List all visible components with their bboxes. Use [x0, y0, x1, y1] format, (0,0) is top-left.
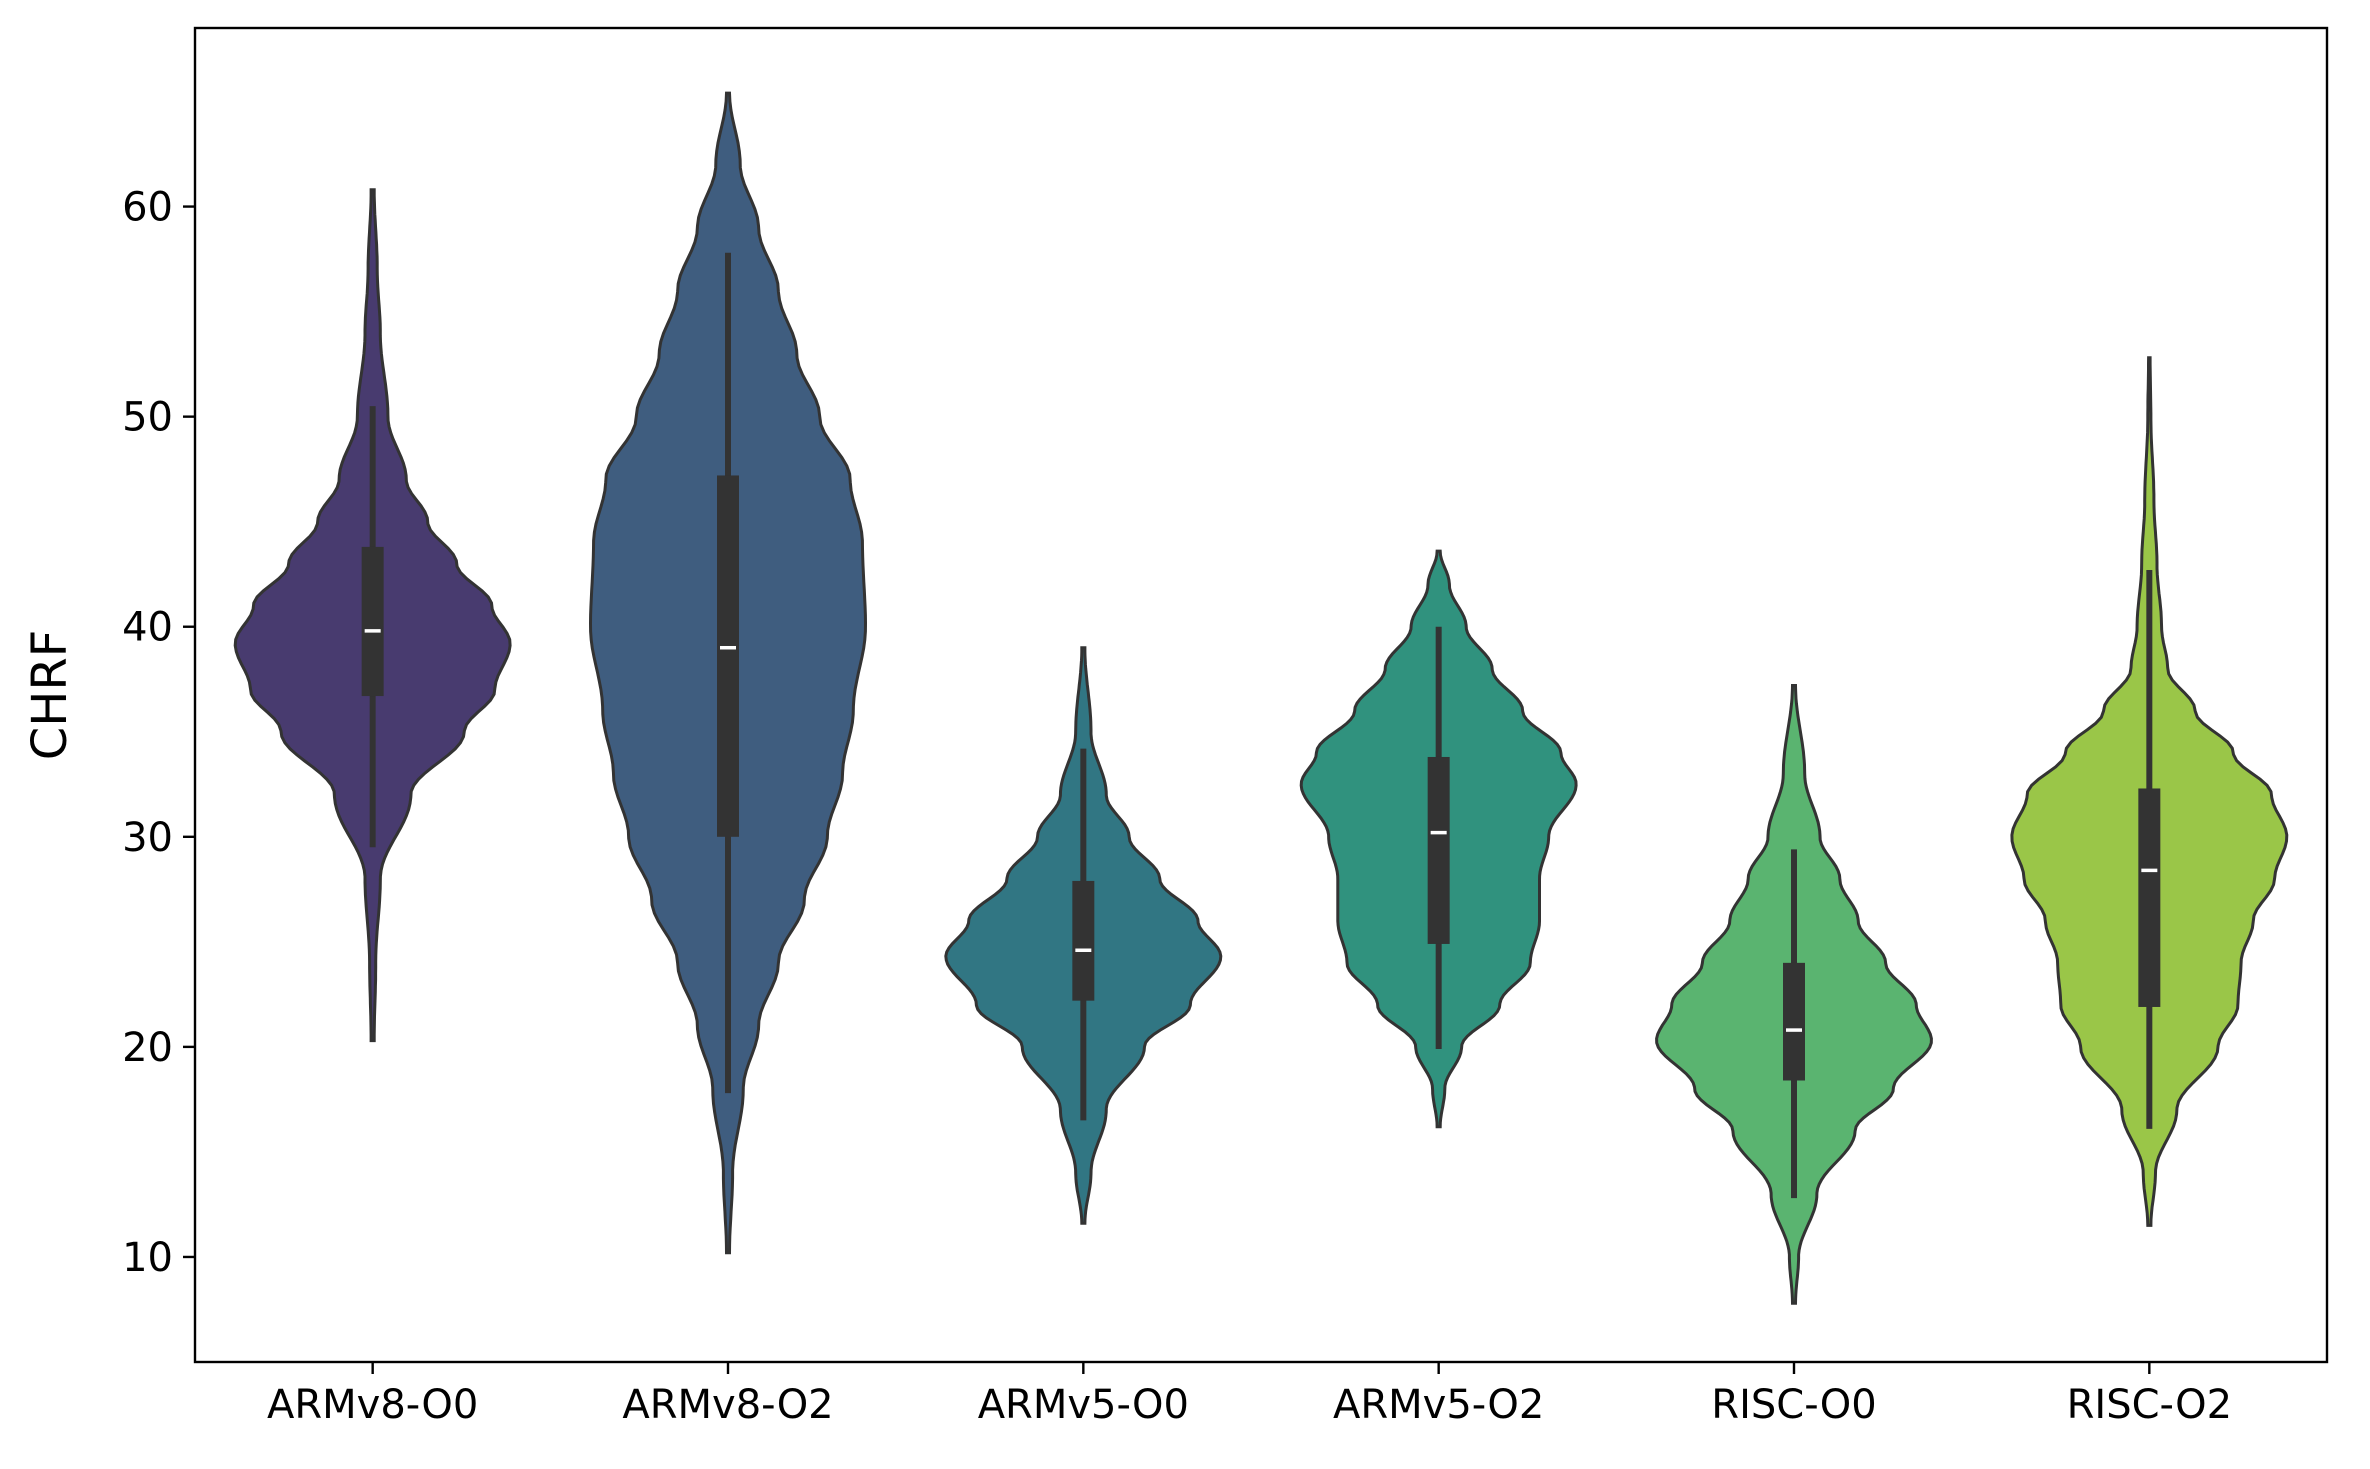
y-tick-label-30: 30	[122, 815, 173, 861]
x-tick-label-ARMv5-O2: ARMv5-O2	[1333, 1382, 1544, 1428]
x-tick-label-RISC-O2: RISC-O2	[2067, 1382, 2232, 1428]
iqr-box-ARMv8-O0	[361, 546, 384, 697]
iqr-box-RISC-O0	[1783, 962, 1805, 1081]
violins-layer	[233, 91, 2289, 1305]
plot-frame	[193, 26, 2329, 1364]
x-axis: ARMv8-O0 ARMv8-O2 ARMv5-O0 ARMv5-O2 RISC-O0 R…	[267, 1362, 2232, 1428]
y-tick-label-50: 50	[122, 395, 173, 441]
y-tick-label-20: 20	[122, 1025, 173, 1071]
iqr-box-ARMv5-O0	[1072, 880, 1095, 1001]
y-axis: 10 20 30 40 50 60	[122, 185, 195, 1281]
y-axis-label: CHRF	[22, 630, 78, 761]
x-tick-label-ARMv8-O0: ARMv8-O0	[267, 1382, 478, 1428]
iqr-box-ARMv8-O2	[717, 475, 739, 837]
x-tick-label-RISC-O0: RISC-O0	[1711, 1382, 1876, 1428]
y-tick-label-60: 60	[122, 185, 173, 231]
boxes-layer	[361, 252, 2161, 1199]
y-tick-label-10: 10	[122, 1235, 173, 1281]
x-tick-label-ARMv5-O0: ARMv5-O0	[978, 1382, 1189, 1428]
iqr-box-RISC-O2	[2138, 788, 2161, 1007]
iqr-box-ARMv5-O2	[1427, 756, 1450, 944]
y-tick-label-40: 40	[122, 605, 173, 651]
x-tick-label-ARMv8-O2: ARMv8-O2	[622, 1382, 833, 1428]
